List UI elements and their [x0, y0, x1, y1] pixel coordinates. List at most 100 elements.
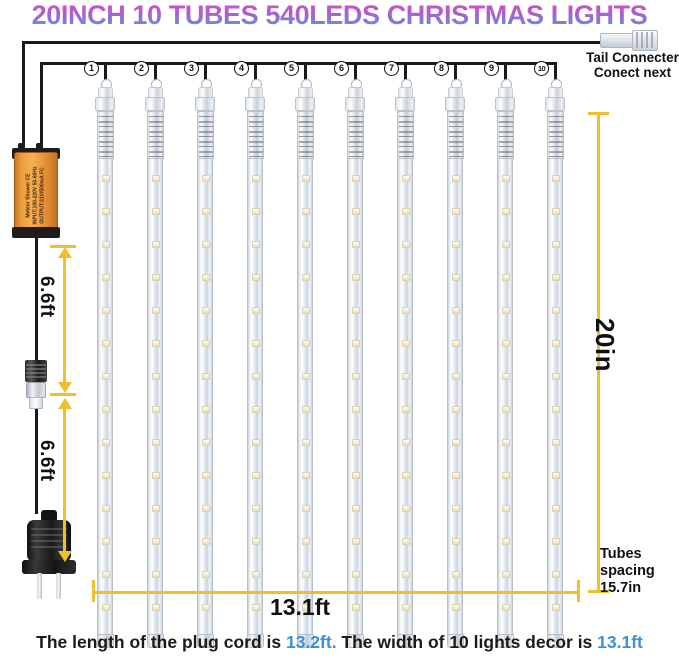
tube-led	[302, 175, 310, 182]
plug-prong-left	[37, 573, 42, 599]
tail-connector-line2: Conect next	[593, 65, 672, 80]
tube-led	[452, 340, 460, 347]
tube-led	[352, 472, 360, 479]
tube-body-3	[197, 159, 213, 638]
tube-led	[202, 175, 210, 182]
tube-led	[552, 175, 560, 182]
drop-wire-1	[104, 62, 107, 84]
tube-led	[252, 472, 260, 479]
tube-body-1	[97, 159, 113, 638]
caption-part2: The width of 10 lights decor is	[336, 632, 598, 652]
dim-line-lower	[63, 407, 66, 553]
tube-led	[202, 406, 210, 413]
tube-driver-9	[496, 111, 514, 159]
tube-number-6: 6	[334, 61, 349, 76]
wire-vertical-inner-left	[40, 62, 43, 156]
tube-neck-2	[145, 97, 165, 111]
tube-led	[502, 472, 510, 479]
tube-led	[102, 307, 110, 314]
tube-led	[502, 340, 510, 347]
tube-endcap-8	[446, 634, 464, 648]
tube-number-5: 5	[284, 61, 299, 76]
arrow-up-upper	[58, 247, 72, 258]
tube-led	[202, 274, 210, 281]
tube-led	[402, 208, 410, 215]
tube-led	[502, 241, 510, 248]
tube-led	[452, 406, 460, 413]
tube-led	[152, 241, 160, 248]
inline-connector-collar	[26, 382, 46, 398]
tube-endcap-3	[196, 634, 214, 648]
tube-led	[252, 307, 260, 314]
bottom-caption: The length of the plug cord is 13.2ft. T…	[0, 632, 679, 653]
adapter-bottom-block	[12, 227, 60, 238]
tube-driver-6	[346, 111, 364, 159]
tube-led	[202, 505, 210, 512]
tube-led	[252, 340, 260, 347]
tube-led	[252, 538, 260, 545]
tube-led	[502, 208, 510, 215]
label-cord-upper: 6.6ft	[36, 276, 57, 318]
tube-led	[552, 307, 560, 314]
tube-led	[102, 571, 110, 578]
tube-led	[402, 373, 410, 380]
tube-led	[502, 175, 510, 182]
arrow-down-lower	[58, 551, 72, 562]
tube-body-6	[347, 159, 363, 638]
drop-wire-10	[554, 62, 557, 84]
drop-wire-3	[204, 62, 207, 84]
tube-spacing-note: Tubes spacing 15.7in	[600, 546, 679, 597]
tube-led	[302, 406, 310, 413]
tube-body-4	[247, 159, 263, 638]
tube-number-1: 1	[84, 61, 99, 76]
tube-led	[102, 208, 110, 215]
tube-driver-1	[96, 111, 114, 159]
tube-led	[352, 439, 360, 446]
tube-led	[352, 241, 360, 248]
tube-led	[502, 439, 510, 446]
tube-neck-8	[445, 97, 465, 111]
tube-led	[402, 571, 410, 578]
tube-number-8: 8	[434, 61, 449, 76]
tube-body-2	[147, 159, 163, 638]
tube-neck-5	[295, 97, 315, 111]
label-tube-height: 20in	[590, 318, 620, 373]
tube-led	[452, 604, 460, 611]
tube-led	[452, 175, 460, 182]
tube-led	[202, 439, 210, 446]
tube-endcap-2	[146, 634, 164, 648]
tube-led	[502, 604, 510, 611]
tube-driver-10	[546, 111, 564, 159]
spacing-line2: spacing	[600, 563, 655, 579]
tube-led	[202, 373, 210, 380]
caption-value1: 13.2ft.	[285, 632, 337, 652]
tube-led	[152, 274, 160, 281]
tube-led	[102, 604, 110, 611]
tube-led	[402, 175, 410, 182]
tube-led	[552, 571, 560, 578]
tube-led	[452, 571, 460, 578]
tube-led	[102, 538, 110, 545]
tube-led	[452, 538, 460, 545]
tick-upper-bottom	[50, 393, 76, 396]
tube-led	[302, 571, 310, 578]
drop-wire-8	[454, 62, 457, 84]
dim-line-height	[597, 113, 600, 592]
tick-width-left	[92, 580, 95, 602]
tube-number-9: 9	[484, 61, 499, 76]
tube-led	[402, 307, 410, 314]
plug-neck	[41, 510, 57, 522]
tube-led	[152, 439, 160, 446]
tail-connector-body	[600, 33, 634, 48]
tube-led	[452, 472, 460, 479]
tube-driver-4	[246, 111, 264, 159]
tube-endcap-5	[296, 634, 314, 648]
tube-led	[352, 538, 360, 545]
tube-led	[452, 439, 460, 446]
tube-led	[552, 340, 560, 347]
drop-wire-5	[304, 62, 307, 84]
tube-led	[352, 208, 360, 215]
tube-endcap-1	[96, 634, 114, 648]
tube-led	[402, 604, 410, 611]
drop-wire-6	[354, 62, 357, 84]
